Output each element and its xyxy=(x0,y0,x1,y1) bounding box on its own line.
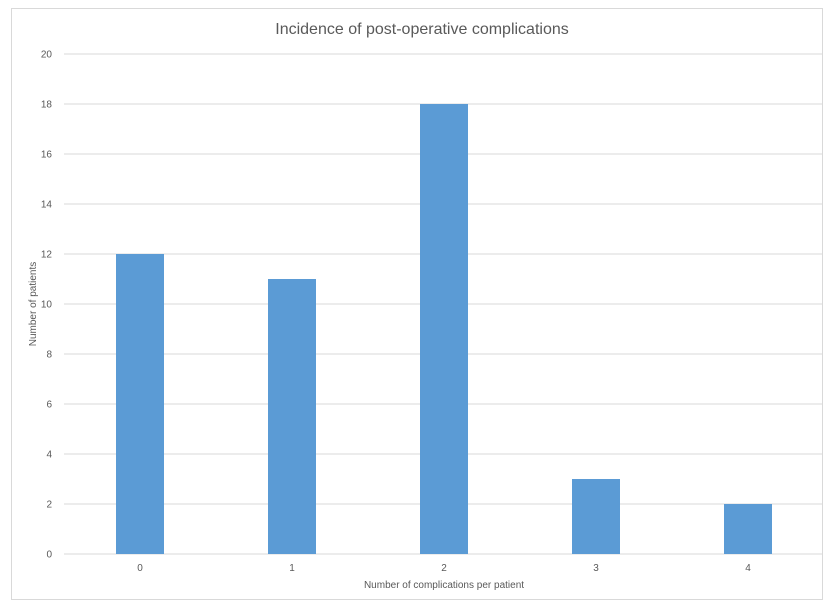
y-axis-ticks: 0 2 4 6 8 10 12 14 16 18 20 xyxy=(41,50,53,561)
y-tick-label: 10 xyxy=(41,300,53,311)
x-axis-label: Number of complications per patient xyxy=(364,580,524,591)
y-tick-label: 0 xyxy=(46,550,52,561)
x-tick-label: 3 xyxy=(593,563,599,574)
bar-4 xyxy=(724,504,772,554)
bar-2 xyxy=(420,104,468,554)
y-tick-label: 20 xyxy=(41,50,53,61)
y-tick-label: 6 xyxy=(46,400,52,411)
x-axis-ticks: 0 1 2 3 4 xyxy=(137,563,751,574)
bar-0 xyxy=(116,254,164,554)
y-tick-label: 4 xyxy=(46,450,52,461)
y-tick-label: 8 xyxy=(46,350,52,361)
x-tick-label: 0 xyxy=(137,563,143,574)
y-tick-label: 16 xyxy=(41,150,53,161)
y-tick-label: 2 xyxy=(46,500,52,511)
y-tick-label: 14 xyxy=(41,200,53,211)
y-tick-label: 12 xyxy=(41,250,53,261)
chart-title: Incidence of post-operative complication… xyxy=(275,21,569,38)
x-tick-label: 1 xyxy=(289,563,295,574)
x-tick-label: 4 xyxy=(745,563,751,574)
bars xyxy=(116,104,772,554)
x-tick-label: 2 xyxy=(441,563,447,574)
y-tick-label: 18 xyxy=(41,100,53,111)
bar-3 xyxy=(572,479,620,554)
bar-1 xyxy=(268,279,316,554)
y-axis-label: Number of patients xyxy=(28,262,39,347)
